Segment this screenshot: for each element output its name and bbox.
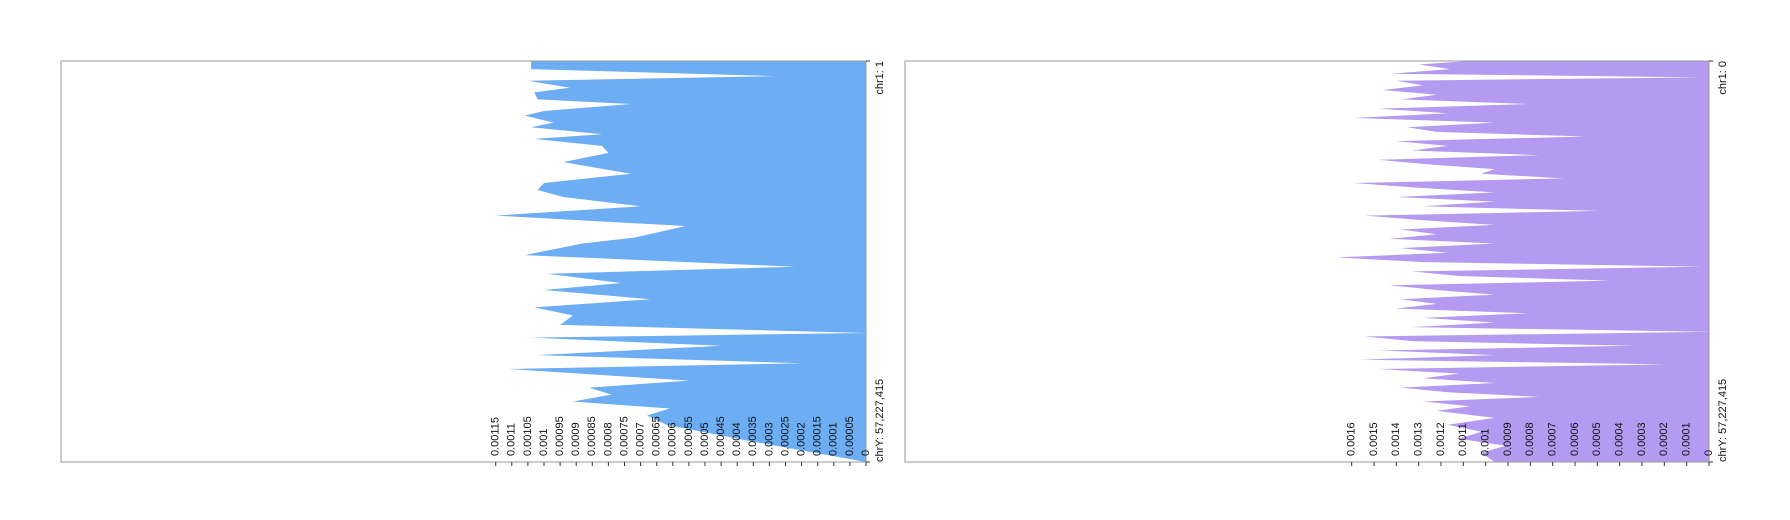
value-tick-label: 0.00105 <box>522 416 534 456</box>
value-tick-label: 0.0014 <box>1390 422 1402 456</box>
value-tick-label: 0.0004 <box>1614 422 1626 456</box>
value-tick-label: 0.0015 <box>1368 422 1380 456</box>
value-tick-label: 0.0001 <box>828 422 840 456</box>
value-tick-label: 0.0001 <box>1681 422 1693 456</box>
value-tick-label: 0.0004 <box>731 422 743 456</box>
value-tick-label: 0.0005 <box>1591 422 1603 456</box>
value-tick-label: 0.0006 <box>1569 422 1581 456</box>
value-tick-label: 0.0016 <box>1346 422 1358 456</box>
value-tick-label: 0.00075 <box>618 416 630 456</box>
value-tick-label: 0.0009 <box>1502 422 1514 456</box>
value-tick-label: 0.001 <box>538 428 550 456</box>
value-tick-label: 0.0003 <box>763 422 775 456</box>
value-tick-label: 0.0011 <box>506 423 518 456</box>
value-tick-label: 0.0007 <box>635 422 647 456</box>
position-tick-label: chr1: 0 <box>1717 61 1729 95</box>
value-tick-label: 0 <box>1703 450 1715 456</box>
value-tick-label: 0.0011 <box>1457 423 1469 456</box>
value-tick-label: 0.00015 <box>812 416 824 456</box>
value-tick-label: 0.0008 <box>1524 422 1536 456</box>
position-tick-label: chrY: 57,227,415 <box>874 379 886 462</box>
value-tick-label: 0.0003 <box>1636 422 1648 456</box>
coverage-area <box>495 61 866 462</box>
value-tick-label: 0.0005 <box>699 422 711 456</box>
value-tick-label: 0.00005 <box>844 416 856 456</box>
track-frame <box>60 60 867 463</box>
value-tick-label: 0.0009 <box>570 422 582 456</box>
value-tick-label: 0.00095 <box>554 416 566 456</box>
value-tick-label: 0.00045 <box>715 416 727 456</box>
value-tick-label: 0.0013 <box>1413 422 1425 456</box>
position-tick-label: chr1: 1 <box>874 61 886 95</box>
value-tick-label: 0.001 <box>1480 428 1492 456</box>
value-tick-label: 0 <box>860 450 872 456</box>
value-tick-label: 0.0007 <box>1547 422 1559 456</box>
value-tick-label: 0.0002 <box>796 422 808 456</box>
track-frame <box>904 60 1710 463</box>
value-tick-label: 0.00085 <box>586 416 598 456</box>
value-tick-label: 0.0012 <box>1435 422 1447 456</box>
value-tick-label: 0.00035 <box>747 416 759 456</box>
value-tick-label: 0.00065 <box>651 416 663 456</box>
position-tick-label: chrY: 57,227,415 <box>1717 379 1729 462</box>
coverage-area <box>1336 61 1709 462</box>
value-tick-label: 0.00115 <box>490 417 502 456</box>
value-tick-label: 0.0008 <box>602 422 614 456</box>
value-tick-label: 0.0002 <box>1658 422 1670 456</box>
value-tick-label: 0.00025 <box>779 416 791 456</box>
value-tick-label: 0.00055 <box>683 416 695 456</box>
value-tick-label: 0.0006 <box>667 422 679 456</box>
